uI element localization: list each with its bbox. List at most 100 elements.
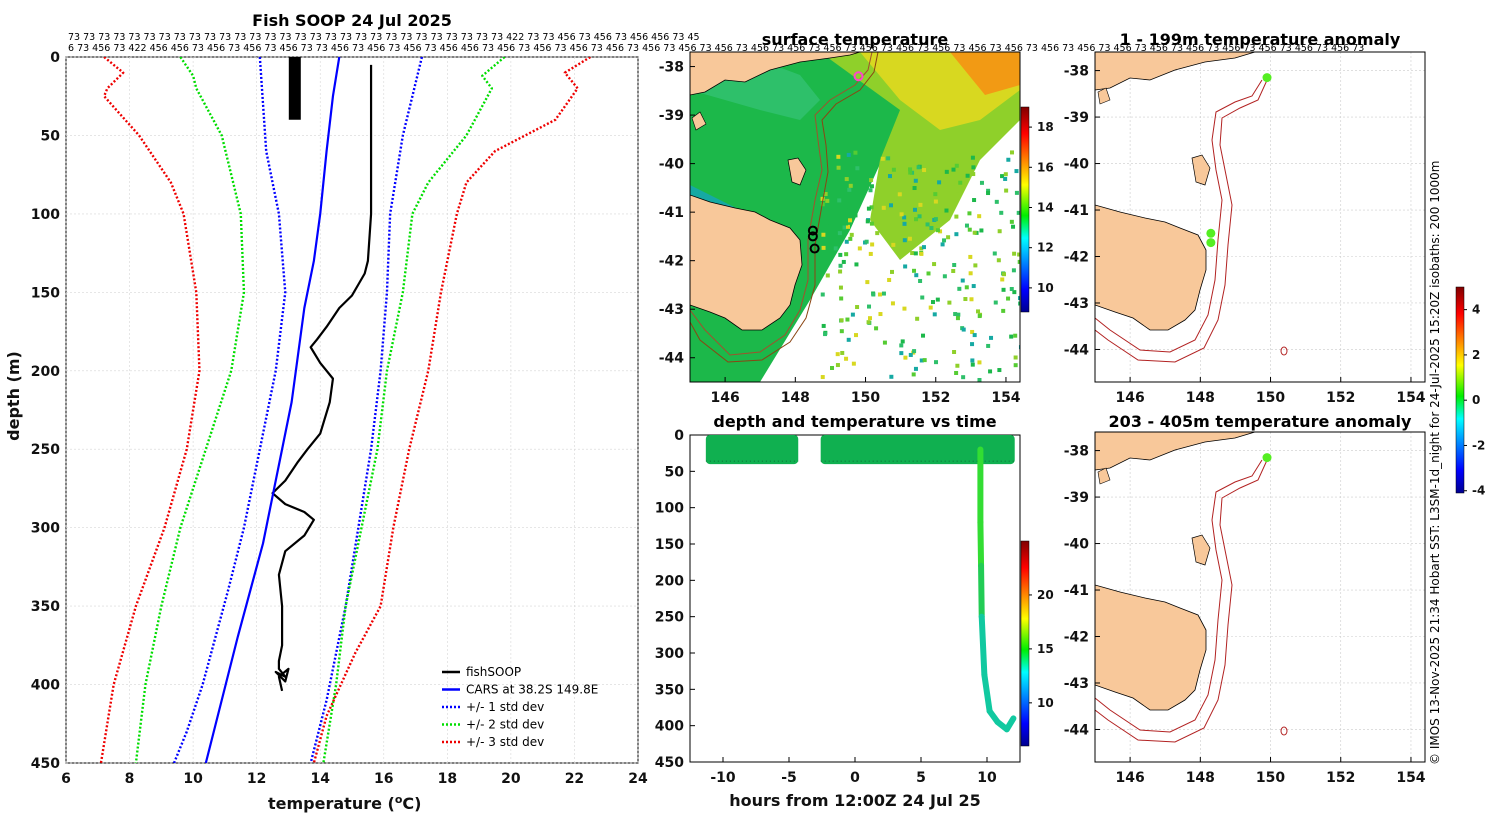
time-ytick-label: 250: [655, 610, 684, 626]
colorbar-tick-label: 12: [1037, 241, 1054, 255]
sst-pixel: [876, 150, 881, 155]
map-ytick-label: -44: [1064, 722, 1090, 738]
map-ytick-label: -41: [1064, 583, 1089, 599]
map-xtick-label: 150: [1256, 390, 1285, 406]
sst-pixel: [930, 300, 935, 305]
profile-series--2-std-dev: [322, 57, 506, 763]
sst-pixel: [986, 188, 991, 193]
anomaly-top-flinders-island: [1191, 154, 1211, 186]
sst-pixel: [1001, 272, 1006, 277]
anomaly-top-isobath-200: [1095, 79, 1263, 353]
profile-xtick-label: 6: [61, 771, 71, 787]
map-xtick-label: 148: [1186, 770, 1215, 786]
profile-xtick-label: 8: [125, 771, 135, 787]
sst-pixel: [926, 271, 931, 276]
sst-pixel: [919, 246, 924, 251]
anomaly-top-mainland: [1095, 52, 1256, 91]
sst-pixel: [971, 284, 976, 289]
sst-pixel: [841, 259, 846, 264]
map-ytick-label: -39: [659, 108, 684, 124]
colorbar-tick-label: 14: [1037, 200, 1054, 214]
sst-pixel: [955, 363, 960, 368]
sst-pixel: [958, 180, 963, 185]
sst-pixel: [970, 358, 975, 363]
sst-pixel: [979, 228, 984, 233]
profile-series-cars-at-38-2s-149-8e: [204, 57, 341, 763]
sst-pixel: [1003, 172, 1008, 177]
sst-pixel: [843, 221, 848, 226]
sst-pixel: [956, 312, 961, 317]
sst-pixel: [897, 192, 902, 197]
sst-pixel: [1018, 301, 1020, 306]
map-xtick-label: 154: [991, 390, 1020, 406]
sst-orange-field: [950, 52, 1020, 95]
sst-pixel: [1018, 345, 1020, 350]
sst-pixel: [1013, 355, 1018, 360]
sst-pixel: [844, 252, 849, 257]
sst-tracks: [807, 71, 864, 254]
time-panel: depth and temperature vs time -10 -5 0 5 100…: [655, 412, 1054, 810]
sst-pixel: [899, 351, 904, 356]
sst-pixel: [820, 196, 825, 201]
sst-pixel: [968, 271, 973, 276]
sst-pixel: [890, 195, 895, 200]
profile-ytick-label: 450: [31, 756, 60, 772]
colorbar-tick-label: 10: [1037, 281, 1054, 295]
sst-pixel: [900, 339, 905, 344]
sst-pixel: [837, 198, 842, 203]
sst-pixel: [821, 323, 826, 328]
legend-label: +/- 1 std dev: [466, 700, 544, 714]
sst-track-marker: [853, 71, 864, 82]
profile-xtick-label: 12: [247, 771, 266, 787]
profile-series-fishsoop: [271, 64, 373, 692]
anomaly-bottom-isobath-200: [1095, 459, 1263, 733]
map-ytick-label: -42: [659, 254, 684, 270]
anomaly-point: [1262, 453, 1272, 463]
sst-pixel: [946, 235, 951, 240]
sst-pixel: [843, 208, 848, 213]
sst-pixel: [825, 273, 830, 278]
sst-ticks: 146 148 150 152 154 -38 -39 -40 -41 -42 -43 -44: [659, 60, 1021, 406]
anomaly-top-isobath-1000: [1095, 77, 1269, 363]
map-ytick-label: -43: [659, 302, 684, 318]
sst-pixel: [933, 199, 938, 204]
profile-xtick-label: 20: [501, 771, 521, 787]
profile-axes-box: [65, 56, 639, 764]
sst-pixel: [842, 225, 847, 230]
legend-label: CARS at 38.2S 149.8E: [466, 683, 598, 697]
sst-pixel: [912, 186, 917, 191]
sst-pixel: [846, 152, 851, 157]
sst-pixel: [970, 155, 975, 160]
sst-pixel: [878, 312, 883, 317]
anomaly-bottom-seamount: [1280, 726, 1288, 736]
anomaly-point: [1206, 238, 1216, 248]
anomaly-point: [1262, 73, 1272, 83]
sst-pixel: [912, 268, 917, 273]
sst-pixel: [881, 291, 886, 296]
sst-axes-box: [689, 51, 1021, 383]
profile-ylabel: depth (m): [4, 351, 23, 441]
time-ytick-label: 400: [655, 719, 684, 735]
sst-pixel: [837, 231, 842, 236]
sst-pixel: [902, 306, 907, 311]
time-ytick-label: 300: [655, 646, 684, 662]
sst-pixel: [954, 232, 959, 237]
anomaly-colorbar-ticks: -4 -2 0 2 4: [1464, 303, 1485, 498]
sst-pixel: [1012, 251, 1017, 256]
sst-pixel: [1011, 268, 1016, 273]
sst-pixel: [851, 361, 856, 366]
profile-ticks: 6 8 10 12 14 16 18 20 22 24 0 50 100 150 200 250 300 350 4…: [31, 50, 648, 787]
sst-pixel: [992, 251, 997, 256]
sst-pixel: [942, 274, 947, 279]
sst-pixel: [933, 192, 938, 197]
sst-pixel: [918, 202, 923, 207]
map-ytick-label: -42: [1064, 630, 1089, 646]
sst-pixel: [996, 258, 1001, 263]
colorbar-tick-label: 4: [1472, 303, 1480, 317]
sst-pixel: [880, 156, 885, 161]
sst-colorbar: [1020, 106, 1030, 313]
map-ytick-label: -40: [1064, 157, 1090, 173]
time-surface-segment: [820, 435, 1015, 465]
sst-pixel: [999, 210, 1004, 215]
sst-pixel: [882, 340, 887, 345]
